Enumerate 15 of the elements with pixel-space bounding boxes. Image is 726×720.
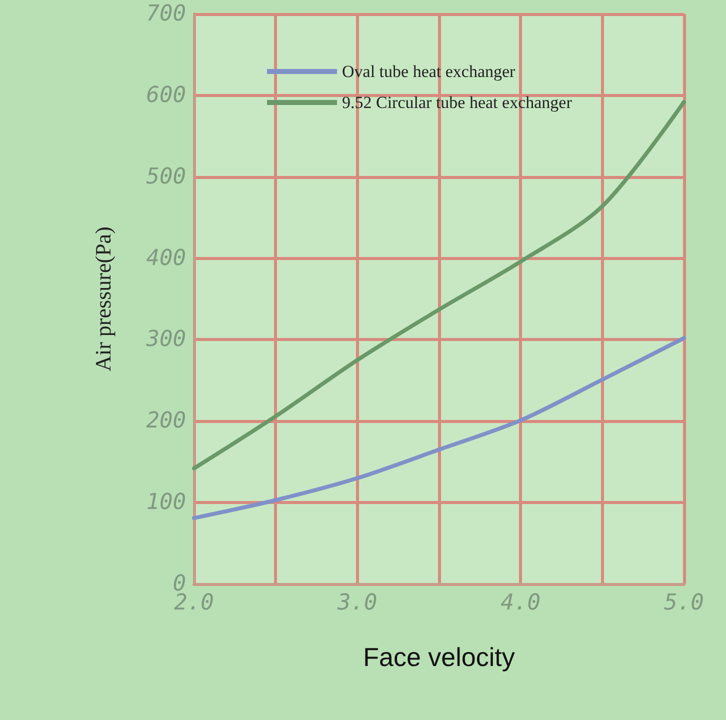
y-tick-label: 100 bbox=[146, 490, 186, 516]
x-tick-label: 3.0 bbox=[336, 590, 378, 616]
y-tick-label: 400 bbox=[146, 246, 186, 271]
line-series bbox=[192, 336, 686, 520]
x-tick-label: 4.0 bbox=[500, 590, 541, 616]
y-tick-label: 500 bbox=[146, 164, 186, 190]
y-tick-label: 300 bbox=[145, 327, 186, 352]
y-tick-label: 200 bbox=[146, 408, 186, 434]
y-tick-label: 700 bbox=[146, 2, 186, 26]
y-axis-title: Air pressure(Pa) bbox=[90, 226, 116, 372]
legend-label: 9.52 Circular tube heat exchanger bbox=[342, 93, 572, 112]
y-tick-label: 600 bbox=[146, 82, 186, 108]
x-tick-label: 5.0 bbox=[664, 590, 704, 616]
x-axis-title: Face velocity bbox=[363, 642, 515, 672]
legend-label: Oval tube heat exchanger bbox=[342, 62, 516, 81]
